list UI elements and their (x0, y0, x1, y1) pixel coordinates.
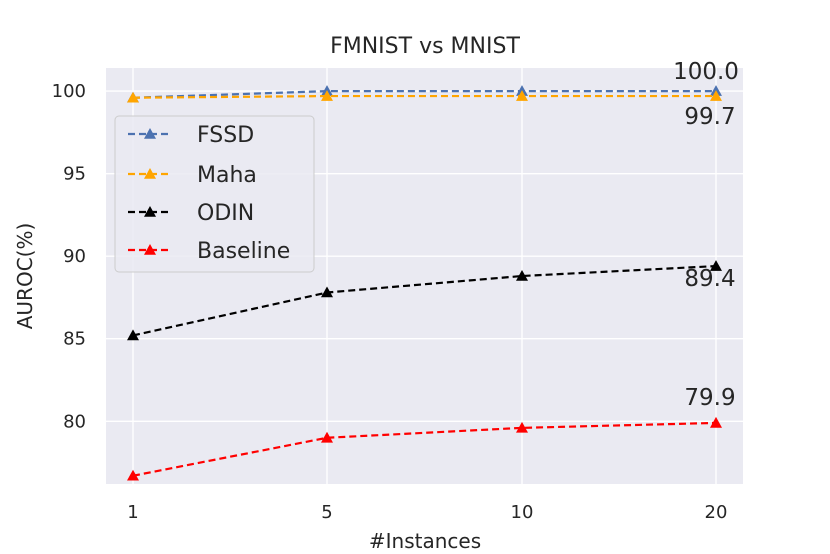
legend-label-fssd: FSSD (197, 123, 254, 148)
y-tick-label: 95 (63, 164, 86, 185)
series-line-baseline (132, 421, 717, 477)
y-tick-label: 85 (63, 329, 86, 350)
legend-marker-fssd (144, 128, 156, 139)
legend-box (114, 115, 315, 273)
y-tick-label: 100 (52, 81, 86, 102)
chart-title: FMNIST vs MNIST (330, 34, 520, 59)
data-point-maha (321, 90, 333, 101)
legend-label-baseline: Baseline (197, 239, 290, 264)
series-line-maha (132, 94, 716, 99)
data-point-odin (127, 329, 139, 341)
legend-marker-baseline (144, 244, 156, 255)
data-point-baseline (516, 421, 528, 433)
legend: FSSD Maha ODIN Baseline (114, 115, 315, 273)
data-point-odin (710, 260, 722, 271)
data-point-baseline (321, 431, 333, 443)
x-tick-label: 20 (705, 502, 728, 523)
annotation-fssd-last: 100.0 (673, 59, 739, 85)
data-point-odin (516, 270, 528, 281)
data-point-maha (127, 91, 139, 103)
annotation-maha-last: 99.7 (684, 104, 735, 130)
data-point-baseline (710, 416, 722, 428)
series-line-odin (132, 264, 717, 337)
x-tick-label: 1 (127, 502, 138, 523)
data-point-maha (710, 90, 722, 101)
legend-label-maha: Maha (197, 163, 257, 188)
annotation-odin-last: 89.4 (684, 266, 735, 292)
y-tick-label: 90 (63, 246, 86, 267)
legend-marker-odin (144, 206, 156, 217)
x-tick-label: 10 (511, 502, 534, 523)
data-point-baseline (127, 469, 139, 481)
data-point-maha (516, 90, 528, 101)
annotation-baseline-last: 79.9 (684, 385, 735, 411)
legend-label-odin: ODIN (197, 201, 254, 226)
legend-marker-maha (144, 168, 156, 179)
data-point-odin (321, 286, 333, 298)
tick-labels: 1 5 10 20 80 85 90 95 100 (52, 81, 728, 523)
series-line-fssd (132, 90, 716, 99)
series-layer (127, 85, 722, 481)
x-tick-label: 5 (321, 502, 332, 523)
annotations: 100.0 99.7 89.4 79.9 (673, 59, 739, 411)
x-axis-label: #Instances (369, 529, 481, 553)
y-axis-label: AUROC(%) (13, 223, 37, 330)
y-tick-label: 80 (63, 411, 86, 432)
